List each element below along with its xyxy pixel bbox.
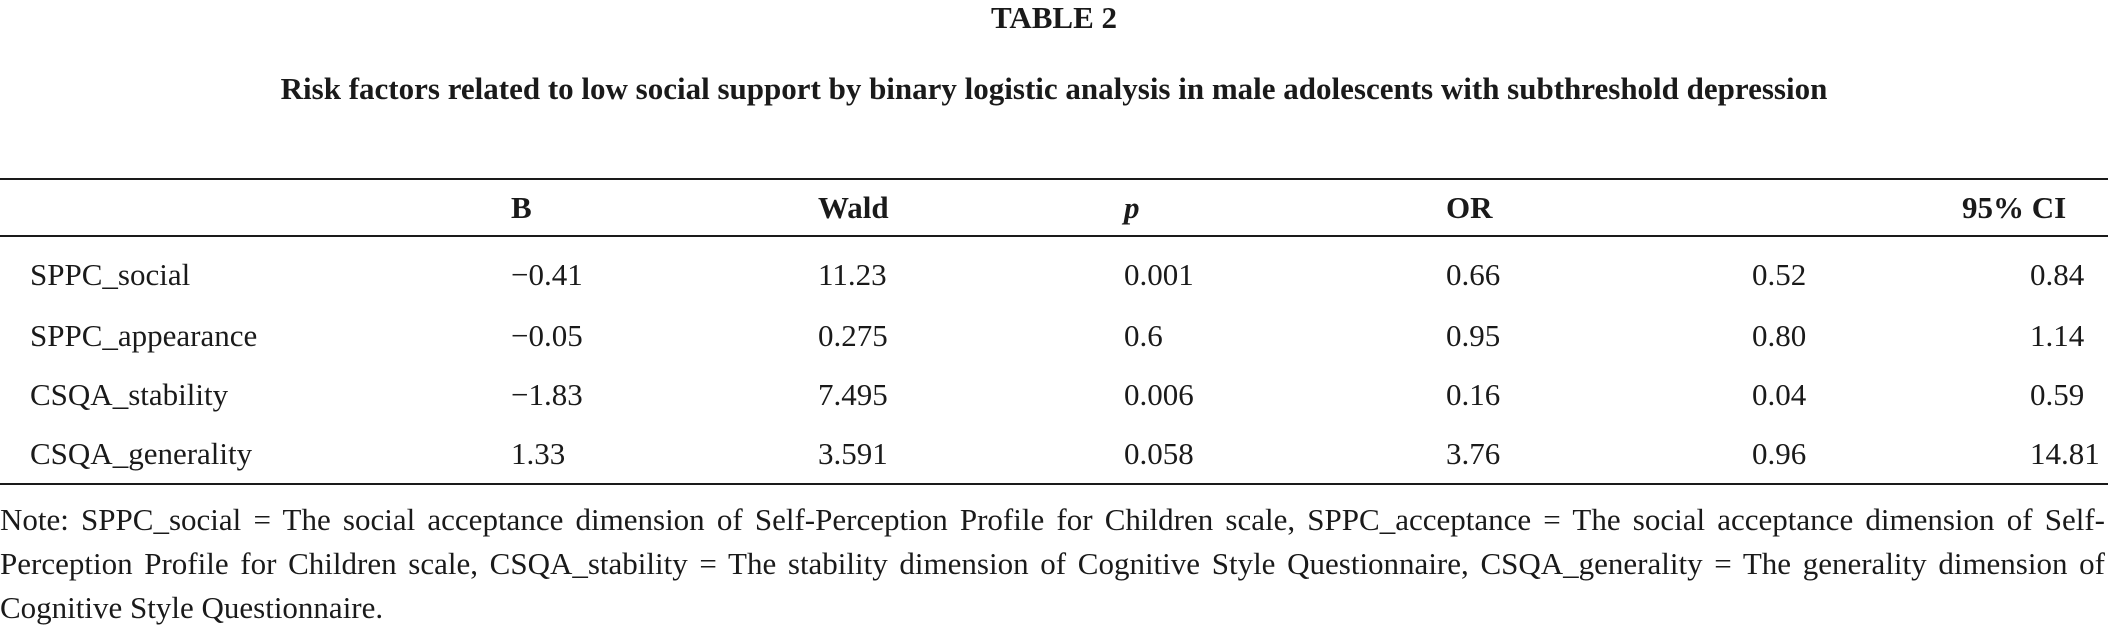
cell-b: −1.83 [511, 376, 583, 412]
header-p: p [1124, 189, 1140, 225]
table-caption: Risk factors related to low social suppo… [280, 71, 1828, 106]
header-or: OR [1446, 189, 1493, 225]
cell-p: 0.6 [1124, 317, 1163, 353]
cell-ci-high: 0.84 [2030, 256, 2085, 292]
cell-factor: SPPC_appearance [30, 317, 258, 353]
table-row: CSQA_generality 1.33 3.591 0.058 3.76 0.… [0, 424, 2108, 484]
cell-wald: 3.591 [818, 435, 888, 471]
cell-ci-low: 0.80 [1752, 317, 1807, 353]
cell-p: 0.058 [1124, 435, 1194, 471]
results-table: B Wald p OR 95% CI SPPC_social −0.41 11.… [0, 178, 2108, 485]
cell-ci-high: 1.14 [2030, 317, 2085, 353]
header-row: B Wald p OR 95% CI [0, 179, 2108, 236]
header-wald: Wald [818, 189, 889, 225]
header-b: B [511, 189, 532, 225]
cell-wald: 11.23 [818, 256, 887, 292]
cell-or: 0.16 [1446, 376, 1501, 412]
table-note: Note: SPPC_social = The social acceptanc… [0, 502, 2105, 625]
cell-ci-low: 0.04 [1752, 376, 1807, 412]
cell-or: 3.76 [1446, 435, 1501, 471]
cell-p: 0.006 [1124, 376, 1194, 412]
table-row: SPPC_appearance −0.05 0.275 0.6 0.95 0.8… [0, 306, 2108, 365]
cell-p: 0.001 [1124, 256, 1194, 292]
cell-ci-low: 0.96 [1752, 435, 1807, 471]
cell-factor: CSQA_stability [30, 376, 229, 412]
header-ci: 95% CI [1962, 189, 2067, 225]
cell-ci-high: 0.59 [2030, 376, 2085, 412]
cell-b: −0.05 [511, 317, 583, 353]
cell-or: 0.95 [1446, 317, 1501, 353]
cell-ci-low: 0.52 [1752, 256, 1807, 292]
cell-wald: 7.495 [818, 376, 888, 412]
table-label: TABLE 2 [990, 0, 1118, 35]
table-row: SPPC_social −0.41 11.23 0.001 0.66 0.52 … [0, 236, 2108, 306]
cell-or: 0.66 [1446, 256, 1501, 292]
header-factor [0, 179, 497, 236]
cell-wald: 0.275 [818, 317, 888, 353]
cell-factor: CSQA_generality [30, 435, 253, 471]
cell-ci-high: 14.81 [2030, 435, 2100, 471]
cell-b: −0.41 [511, 256, 583, 292]
cell-factor: SPPC_social [30, 256, 191, 292]
table-row: CSQA_stability −1.83 7.495 0.006 0.16 0.… [0, 365, 2108, 424]
cell-b: 1.33 [511, 435, 566, 471]
